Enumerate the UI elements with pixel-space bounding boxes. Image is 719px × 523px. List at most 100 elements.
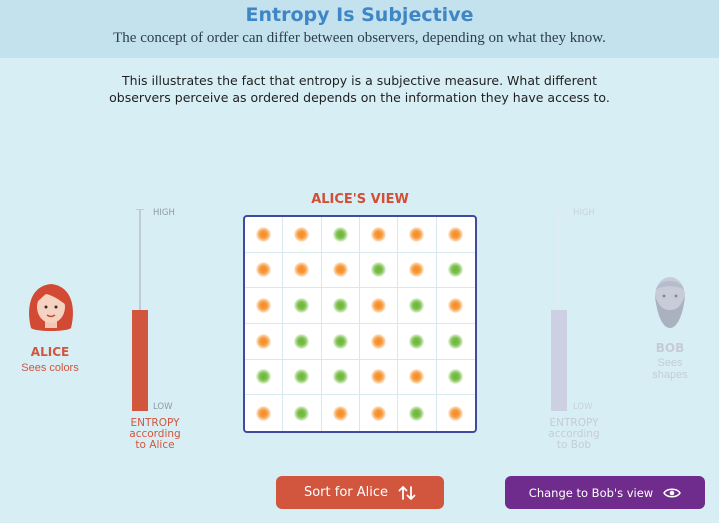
alice-name: ALICE [30,345,70,359]
grid-cell [283,217,322,253]
grid-cell [283,288,322,324]
alice-entropy-label-3: to Alice [135,439,175,451]
orange-particle [332,262,348,278]
grid-cell [321,288,360,324]
green-particle [294,333,310,349]
grid-cell [437,395,475,431]
orange-particle [409,369,425,385]
grid-cell [359,252,399,289]
orange-particle [409,262,425,278]
grid-cell [436,360,475,396]
green-particle [409,298,425,314]
alice-meter-high-label: HIGH [153,208,175,218]
grid-cell [322,395,360,431]
alice-entropy-bar [132,310,148,411]
green-particle [371,262,387,278]
orange-particle [256,405,272,421]
page-title: Entropy Is Subjective [245,4,474,26]
green-particle [448,369,464,385]
orange-particle [409,226,425,242]
grid-cell [283,395,322,431]
grid-cell [245,324,284,360]
sort-button-label: Sort for Alice [303,485,389,500]
bob-name: BOB [655,341,685,355]
grid-cell [321,324,360,360]
orange-particle [294,226,310,242]
grid-cell [359,324,399,360]
alice-entropy-label-1: ENTROPY [130,417,180,429]
change-view-button[interactable]: Change to Bob's view [505,476,705,509]
alice-face-icon [29,284,73,331]
grid-cell [245,395,284,431]
grid-cell [321,359,360,396]
orange-particle [371,405,387,421]
alice-meter-low-label: LOW [153,402,173,412]
orange-particle [332,405,348,421]
grid-cell [283,324,322,360]
bob-entropy-label-1: ENTROPY [549,417,599,429]
grid-cell [398,395,437,431]
alice-meter-high-tick [136,209,144,210]
eye-icon [663,488,682,497]
green-particle [448,262,464,278]
grid-cell [360,395,399,431]
page-subtitle: The concept of order can differ between … [113,30,606,46]
grid-title: ALICE'S VIEW [311,192,409,207]
description-line-1: This illustrates the fact that entropy i… [122,73,597,88]
particle-grid [243,215,477,433]
grid-cell [321,252,360,289]
sort-button[interactable]: Sort for Alice [276,476,444,509]
description: This illustrates the fact that entropy i… [100,72,619,106]
green-particle [294,298,310,314]
orange-particle [448,298,464,314]
bob-caption-2: shapes [652,369,688,381]
orange-particle [256,298,272,314]
bob-avatar [645,272,695,332]
header-bar: Entropy Is Subjective The concept of ord… [0,0,719,58]
orange-particle [371,226,387,242]
green-particle [332,369,348,385]
grid-cell [245,252,284,289]
green-particle [448,333,464,349]
bob-face-icon [655,277,685,328]
bob-entropy-label: ENTROPY according to Bob [534,418,614,451]
green-particle [409,333,425,349]
grid-cell [245,359,284,396]
bob-entropy-label-3: to Bob [556,439,592,451]
green-particle [332,226,348,242]
green-particle [294,405,310,421]
grid-cell [283,252,322,289]
orange-particle [371,333,387,349]
grid-cell [398,324,437,360]
green-particle [294,369,310,385]
green-particle [332,298,348,314]
bob-meter-high-label: HIGH [573,208,595,218]
bob-caption: Sees shapes [636,357,704,381]
green-particle [256,369,272,385]
alice-avatar [22,278,80,336]
grid-cell [398,217,437,253]
grid-cell [398,288,437,324]
bob-entropy-label-2: according [548,428,600,440]
grid-cell [398,359,437,396]
green-particle [409,405,425,421]
orange-particle [371,369,387,385]
sort-arrows-icon [398,485,416,500]
orange-particle [371,298,387,314]
description-line-2: observers perceive as ordered depends on… [109,90,610,105]
orange-particle [448,405,464,421]
bob-meter-low-label: LOW [573,402,593,412]
bob-entropy-bar [551,310,567,411]
grid-cell [321,217,360,253]
grid-cell [359,217,399,253]
grid-cell [245,217,284,253]
grid-cell [436,217,475,253]
grid-cell [359,359,399,396]
grid-cell [436,288,475,324]
grid-cell [283,359,322,396]
orange-particle [256,333,272,349]
grid-cell [436,253,475,289]
grid-cell [398,252,437,289]
alice-entropy-label-2: according [129,428,181,440]
alice-entropy-label: ENTROPY according to Alice [115,418,195,451]
